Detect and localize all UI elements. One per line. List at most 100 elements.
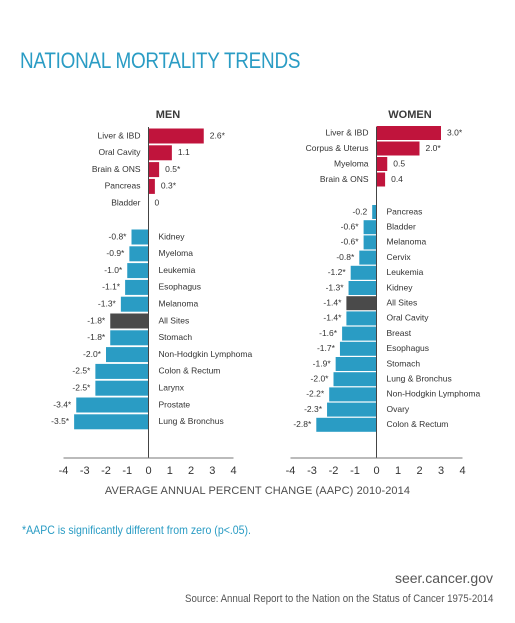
men-bar-stomach: [110, 330, 149, 346]
women-bar-lung-bronchus: [333, 372, 377, 387]
women-value-label: 3.0*: [447, 127, 463, 137]
women-bar-oral-cavity: [346, 311, 377, 326]
men-category-label: Prostate: [159, 399, 191, 409]
women-x-tick-label: 3: [438, 465, 444, 477]
women-category-label: Oral Cavity: [387, 313, 430, 323]
men-x-tick-label: 1: [167, 465, 173, 477]
men-bar-all-sites: [110, 313, 149, 329]
women-value-label: -2.8*: [293, 419, 312, 429]
source-note: Source: Annual Report to the Nation on t…: [184, 593, 493, 605]
women-x-tick-label: 1: [395, 465, 401, 477]
women-category-label: Non-Hodgkin Lymphoma: [387, 389, 481, 399]
women-value-label: -1.7*: [317, 343, 336, 353]
men-value-label: 0.5*: [165, 164, 181, 174]
men-value-label: -1.8*: [87, 332, 106, 342]
men-value-label: -2.5*: [72, 382, 91, 392]
men-value-label: -0.8*: [109, 231, 128, 241]
men-bar-esophagus: [125, 279, 149, 295]
women-bar-leukemia: [350, 265, 377, 280]
women-bar-cervix: [359, 250, 377, 265]
men-category-label: Myeloma: [159, 248, 194, 258]
men-panel-title: MEN: [156, 109, 181, 121]
women-value-label: -2.0*: [311, 373, 330, 383]
women-bar-kidney: [348, 281, 377, 295]
women-bar-stomach: [335, 357, 377, 371]
men-bar-colon-rectum: [95, 363, 149, 379]
men-bar-liver-ibd: [148, 128, 204, 144]
women-category-label: Breast: [387, 328, 412, 338]
women-category-label: Liver & IBD: [326, 127, 369, 137]
women-x-tick-label: 2: [416, 465, 422, 477]
women-x-tick-label: -4: [286, 465, 296, 477]
women-x-tick-label: -1: [350, 465, 360, 477]
men-category-label: Leukemia: [159, 265, 196, 275]
men-bar-pancreas: [148, 178, 155, 194]
women-bar-esophagus: [339, 341, 377, 356]
women-value-label: 0.4: [391, 174, 403, 184]
women-category-label: Stomach: [387, 358, 421, 368]
men-value-label: -2.5*: [72, 366, 91, 376]
women-value-label: -0.6*: [341, 237, 360, 247]
men-x-tick-label: -2: [101, 465, 111, 477]
women-value-label: -0.2: [353, 206, 368, 216]
men-value-label: -1.8*: [87, 315, 106, 325]
women-value-label: 2.0*: [426, 143, 442, 153]
women-category-label: Pancreas: [387, 206, 423, 216]
men-bar-leukemia: [127, 263, 149, 279]
men-x-tick-label: -4: [59, 465, 69, 477]
women-category-label: Colon & Rectum: [387, 419, 449, 429]
men-category-label: Colon & Rectum: [159, 366, 221, 376]
women-panel-title: WOMEN: [388, 109, 431, 121]
men-category-label: Melanoma: [159, 298, 199, 308]
men-bar-non-hodgkin-lymphoma: [106, 347, 149, 363]
men-category-label: Pancreas: [105, 181, 141, 191]
men-value-label: -2.0*: [83, 349, 102, 359]
men-x-tick-label: 3: [209, 465, 215, 477]
men-category-label: Larynx: [159, 382, 185, 392]
men-value-label: 0.3*: [161, 181, 177, 191]
women-bar-melanoma: [363, 235, 377, 250]
men-category-label: Non-Hodgkin Lymphoma: [159, 349, 253, 359]
men-category-label: All Sites: [159, 315, 190, 325]
women-category-label: Lung & Bronchus: [387, 373, 452, 383]
men-value-label: -1.3*: [98, 298, 117, 308]
men-bar-larynx: [95, 380, 149, 396]
women-bar-ovary: [327, 402, 377, 417]
women-value-label: -2.2*: [306, 389, 325, 399]
women-bar-liver-ibd: [376, 126, 441, 140]
men-value-label: 0: [155, 197, 160, 207]
women-bar-pancreas: [372, 205, 377, 219]
men-bar-brain-ons: [148, 162, 160, 178]
x-axis-title: AVERAGE ANNUAL PERCENT CHANGE (AAPC) 201…: [104, 485, 411, 497]
men-value-label: 2.6*: [210, 130, 226, 140]
women-x-tick-label: -2: [329, 465, 339, 477]
women-category-label: Myeloma: [334, 158, 369, 168]
women-value-label: -1.4*: [323, 313, 342, 323]
site-link[interactable]: seer.cancer.gov: [394, 570, 493, 586]
men-value-label: -3.4*: [53, 399, 72, 409]
men-x-tick-label: 2: [188, 465, 194, 477]
women-value-label: 0.5: [393, 158, 405, 168]
men-category-label: Kidney: [159, 231, 186, 241]
men-bar-prostate: [76, 397, 149, 413]
women-bar-breast: [342, 326, 377, 341]
men-bar-oral-cavity: [148, 145, 172, 161]
men-category-label: Bladder: [111, 197, 140, 207]
women-category-label: Cervix: [387, 252, 412, 262]
men-x-tick-label: -3: [80, 465, 90, 477]
men-x-tick-label: 4: [230, 465, 236, 477]
women-bar-bladder: [363, 220, 377, 235]
men-x-tick-label: 0: [145, 465, 151, 477]
women-category-label: Melanoma: [387, 237, 427, 247]
women-category-label: Leukemia: [387, 267, 424, 277]
men-bar-kidney: [131, 229, 149, 245]
women-value-label: -1.6*: [319, 328, 338, 338]
women-bar-brain-ons: [376, 172, 386, 187]
footnote: *AAPC is significantly different from ze…: [22, 523, 252, 537]
women-x-tick-label: -3: [307, 465, 317, 477]
men-bar-melanoma: [120, 296, 149, 312]
men-x-tick-label: -1: [122, 465, 132, 477]
women-value-label: -1.9*: [313, 358, 332, 368]
women-bar-colon-rectum: [316, 417, 377, 432]
